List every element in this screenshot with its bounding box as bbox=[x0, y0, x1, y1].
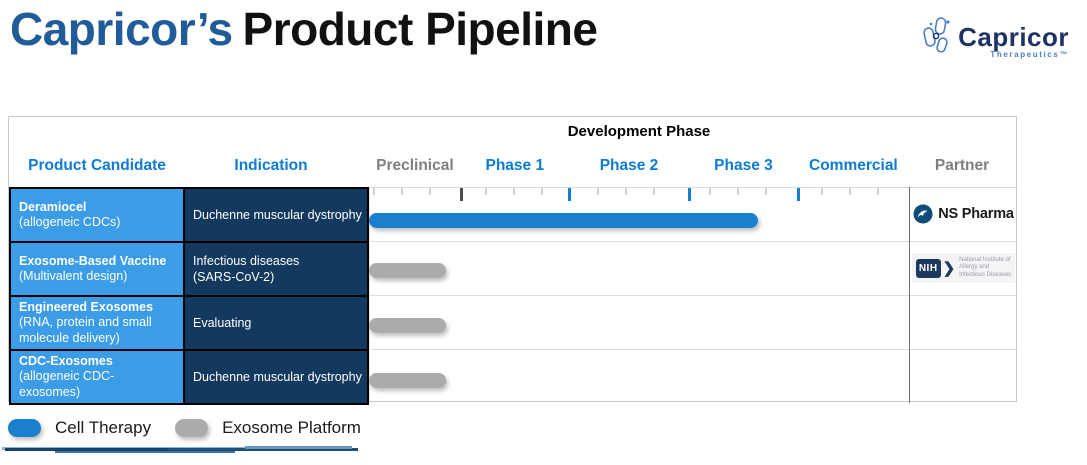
product-candidate-header: Product Candidate bbox=[28, 157, 166, 174]
indication-header: Indication bbox=[234, 157, 308, 174]
indication-cell-row1: Duchenne muscular dystrophy bbox=[185, 189, 367, 241]
nih-logo: NIH ❯ National Institute of Allergy and … bbox=[911, 252, 1016, 284]
legend: Cell Therapy Exosome Platform bbox=[8, 418, 361, 438]
indication-text-line2: (SARS-CoV-2) bbox=[193, 270, 275, 284]
minor-tick bbox=[597, 188, 600, 195]
brand-tagline: Therapeutics™ bbox=[990, 50, 1069, 59]
title-highlight: Capricor’s bbox=[10, 3, 233, 55]
minor-tick bbox=[877, 188, 880, 195]
exosome-platform-label: Exosome Platform bbox=[222, 418, 361, 437]
exosome-platform-swatch bbox=[175, 419, 209, 437]
nih-chevron-icon: ❯ bbox=[942, 259, 956, 277]
phase-boundary-tick bbox=[567, 188, 571, 201]
product-name: CDC-Exosomes bbox=[19, 354, 113, 369]
phase-boundary-tick bbox=[459, 188, 463, 201]
product-sub: (RNA, protein and small molecule deliver… bbox=[19, 315, 152, 345]
nih-box-label: NIH bbox=[915, 258, 941, 278]
indication-text: Evaluating bbox=[193, 315, 252, 330]
phase-timeline-zone bbox=[369, 187, 909, 403]
minor-tick bbox=[401, 188, 404, 195]
minor-tick bbox=[541, 188, 544, 195]
minor-tick bbox=[485, 188, 488, 195]
product-cell-exosome-vaccine: Exosome-Based Vaccine (Multivalent desig… bbox=[11, 243, 183, 295]
phase-header-phase-3: Phase 3 bbox=[714, 157, 773, 174]
indication-cell-row2: Infectious diseases (SARS-CoV-2) bbox=[185, 243, 367, 295]
pipeline-bar-cdc-exosomes bbox=[369, 373, 447, 388]
indication-cell-row4: Duchenne muscular dystrophy bbox=[185, 351, 367, 403]
product-sub: (allogeneic CDCs) bbox=[19, 215, 121, 229]
pipeline-bar-engineered-exosomes bbox=[369, 318, 447, 333]
indication-cell-row3: Evaluating bbox=[185, 297, 367, 349]
minor-tick bbox=[653, 188, 656, 195]
page-title: Capricor’s Product Pipeline bbox=[10, 2, 598, 56]
product-name: Deramiocel bbox=[19, 199, 87, 214]
title-rest: Product Pipeline bbox=[242, 3, 598, 55]
product-sub: (allogeneic CDC-exosomes) bbox=[19, 369, 115, 399]
phase-boundary-tick bbox=[688, 188, 692, 201]
pipeline-bar-exosome-vaccine bbox=[369, 263, 447, 278]
bottom-accent-bar bbox=[0, 444, 520, 456]
product-name: Exosome-Based Vaccine bbox=[19, 253, 167, 268]
minor-tick bbox=[513, 188, 516, 195]
product-name: Engineered Exosomes bbox=[19, 300, 154, 315]
legend-item-exosome-platform: Exosome Platform bbox=[175, 418, 361, 438]
product-cell-engineered-exosomes: Engineered Exosomes (RNA, protein and sm… bbox=[11, 297, 183, 349]
ns-pharma-label: NS Pharma bbox=[938, 206, 1014, 222]
minor-tick bbox=[737, 188, 740, 195]
indication-text: Duchenne muscular dystrophy bbox=[193, 369, 362, 384]
nih-line1: National Institute of bbox=[959, 256, 1011, 263]
minor-tick bbox=[849, 188, 852, 195]
phase-boundary-tick bbox=[796, 188, 800, 201]
partner-cell-nih: NIH ❯ National Institute of Allergy and … bbox=[910, 241, 1017, 295]
brand-logo: Capricor Therapeutics™ bbox=[922, 12, 1069, 62]
minor-tick bbox=[625, 188, 628, 195]
phase-header-phase-1: Phase 1 bbox=[485, 157, 545, 174]
row-separator bbox=[369, 241, 1017, 242]
minor-tick bbox=[429, 188, 432, 195]
development-phase-header: Development Phase bbox=[567, 123, 711, 140]
product-cell-deramiocel: Deramiocel (allogeneic CDCs) bbox=[11, 189, 183, 241]
capricor-cells-icon bbox=[923, 17, 950, 53]
phase-header-commercial: Commercial bbox=[809, 157, 898, 174]
nih-line3: Infectious Diseases bbox=[959, 271, 1012, 278]
indication-text: Infectious diseases bbox=[193, 253, 300, 268]
nih-institute-text: National Institute of Allergy and Infect… bbox=[959, 257, 1011, 280]
product-sub: (Multivalent design) bbox=[19, 269, 128, 283]
phase-zone-left-line bbox=[369, 187, 370, 403]
partner-column-divider bbox=[909, 187, 910, 403]
ns-pharma-mark-icon bbox=[913, 204, 933, 224]
indication-text: Duchenne muscular dystrophy bbox=[193, 207, 362, 222]
brand-name: Capricor bbox=[958, 22, 1069, 52]
header-divider-line bbox=[369, 187, 1017, 188]
row-separator bbox=[369, 295, 1017, 296]
partner-header: Partner bbox=[934, 157, 990, 174]
row-separator bbox=[369, 349, 1017, 350]
legend-item-cell-therapy: Cell Therapy bbox=[8, 418, 151, 438]
candidate-indication-grid: Deramiocel (allogeneic CDCs) Duchenne mu… bbox=[9, 187, 369, 405]
minor-tick bbox=[821, 188, 824, 195]
phase-header-preclinical: Preclinical bbox=[376, 157, 454, 174]
cell-therapy-swatch bbox=[8, 419, 41, 437]
product-cell-cdc-exosomes: CDC-Exosomes (allogeneic CDC-exosomes) bbox=[11, 351, 183, 403]
minor-tick bbox=[765, 188, 768, 195]
phase-header-phase-2: Phase 2 bbox=[599, 157, 659, 174]
partner-cell-ns-pharma: NS Pharma bbox=[910, 187, 1017, 241]
brand-text: Capricor Therapeutics™ bbox=[958, 12, 1069, 59]
partner-cell-empty-row4 bbox=[910, 349, 1017, 403]
nih-line2: Allergy and bbox=[959, 264, 990, 271]
pipeline-table: Development Phase Product Candidate Indi… bbox=[8, 116, 1017, 405]
minor-tick bbox=[372, 188, 375, 195]
ns-pharma-logo: NS Pharma bbox=[913, 204, 1014, 224]
cell-therapy-label: Cell Therapy bbox=[55, 418, 152, 437]
pipeline-bar-deramiocel bbox=[369, 213, 758, 228]
minor-tick bbox=[709, 188, 712, 195]
partner-cell-empty-row3 bbox=[910, 295, 1017, 349]
